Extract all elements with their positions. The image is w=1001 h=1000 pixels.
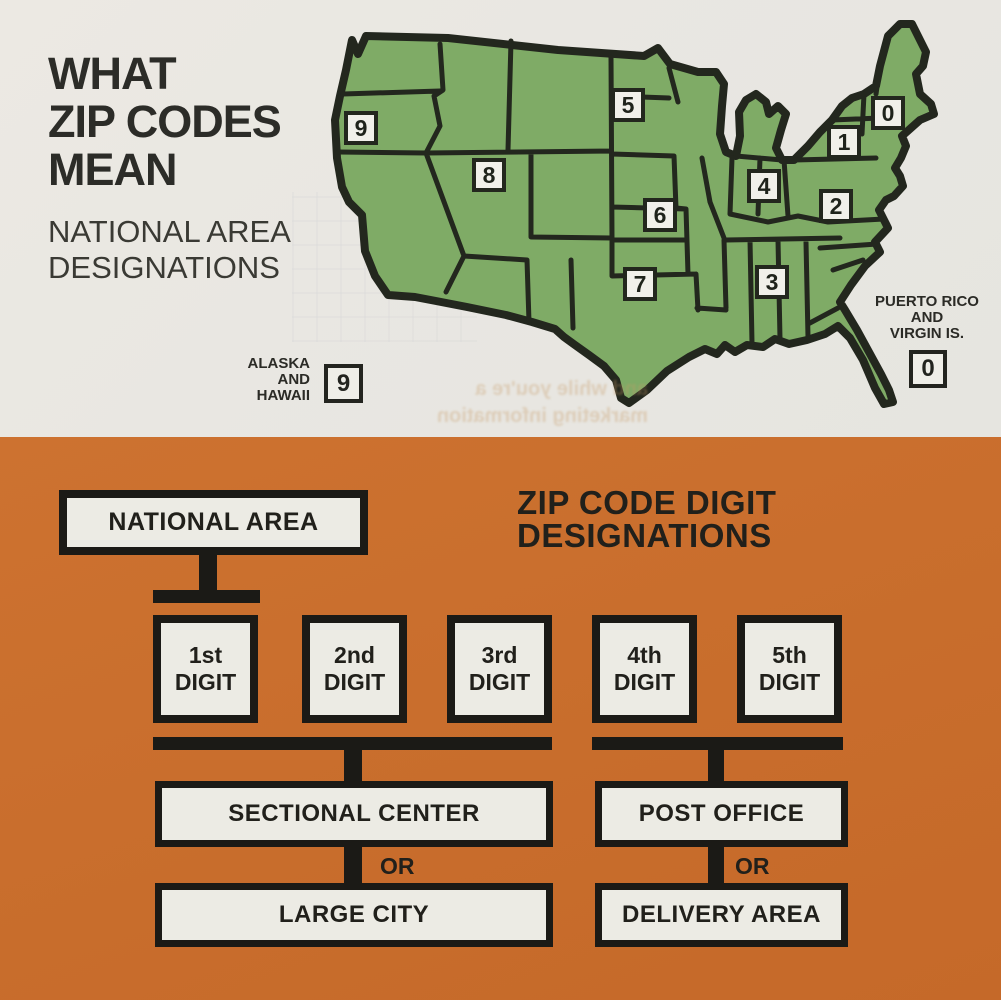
large-city-label: LARGE CITY [278, 901, 430, 928]
flowchart-title: ZIP CODE DIGIT DESIGNATIONS [517, 486, 776, 552]
map-digit-1: 1 [837, 128, 851, 155]
page-subtitle-line1: NATIONAL AREA [48, 214, 291, 249]
page-title: WHAT ZIP CODES MEAN [48, 48, 282, 195]
alaska-digit: 9 [336, 369, 351, 397]
map-digit-label: 0 [871, 96, 905, 130]
map-digit-label: 2 [819, 189, 853, 223]
page-title-line3: MEAN [48, 144, 177, 195]
map-digit-label: 1 [827, 125, 861, 159]
sectional-center-label: SECTIONAL CENTER [228, 800, 480, 827]
flowchart-title-line2: DESIGNATIONS [517, 517, 772, 554]
digit-box-4: 4th DIGIT [592, 615, 697, 723]
large-city-box: LARGE CITY [155, 883, 553, 947]
bleed-through-line2: marketing information [436, 405, 648, 427]
page-title-line1: WHAT [48, 48, 177, 99]
national-area-section: WHAT ZIP CODES MEAN NATIONAL AREA DESIGN… [0, 0, 1001, 437]
flowchart-title-line1: ZIP CODE DIGIT [517, 484, 777, 521]
puerto-rico-line2: AND [910, 309, 944, 326]
national-area-label: NATIONAL AREA [108, 508, 319, 536]
left-or-text: OR [380, 853, 415, 879]
digit-5-word: DIGIT [758, 669, 821, 695]
delivery-area-box: DELIVERY AREA [595, 883, 848, 947]
page-title-line2: ZIP CODES [48, 96, 282, 147]
digit-box-5: 5th DIGIT [737, 615, 842, 723]
map-digit-5: 5 [621, 91, 635, 118]
puerto-rico-digit: 0 [921, 355, 935, 382]
map-digit-label: 3 [755, 265, 789, 299]
connector-left-or-stem [344, 845, 362, 885]
alaska-line1: ALASKA [247, 355, 311, 372]
page-subtitle: NATIONAL AREA DESIGNATIONS [48, 214, 291, 286]
digit-box-3: 3rd DIGIT [447, 615, 552, 723]
digit-1-ordinal: 1st [188, 642, 223, 668]
puerto-rico-line1: PUERTO RICO [875, 293, 979, 310]
us-map-outline [331, 20, 938, 408]
page-subtitle-line2: DESIGNATIONS [48, 250, 280, 285]
map-digit-8: 8 [482, 161, 496, 188]
left-or-label: OR [380, 853, 415, 880]
post-office-label: POST OFFICE [638, 800, 805, 827]
bleed-through-line1: and while you're a [475, 378, 648, 400]
digit-2-word: DIGIT [323, 669, 386, 695]
digit-3-word: DIGIT [468, 669, 531, 695]
bleed-through-text: and while you're a marketing information [398, 376, 648, 430]
alaska-hawaii-digit-box: 9 [324, 364, 363, 403]
delivery-area-label: DELIVERY AREA [622, 901, 821, 928]
connector-left-stem [344, 748, 362, 783]
map-digit-label: 9 [344, 111, 378, 145]
right-or-label: OR [735, 853, 770, 880]
map-digit-label: 6 [643, 198, 677, 232]
digit-4-word: DIGIT [613, 669, 676, 695]
sectional-center-box: SECTIONAL CENTER [155, 781, 553, 847]
map-digit-2: 2 [829, 192, 843, 219]
alaska-line3: HAWAII [256, 387, 310, 404]
map-digit-9: 9 [354, 114, 368, 141]
digit-2-ordinal: 2nd [334, 642, 375, 668]
digit-box-1: 1st DIGIT [153, 615, 258, 723]
connector-left-bar [153, 737, 552, 750]
digit-5-ordinal: 5th [772, 642, 807, 668]
puerto-rico-label: PUERTO RICO AND VIRGIN IS. [860, 294, 994, 342]
connector-national-bar [153, 590, 260, 603]
connector-right-stem [708, 748, 724, 783]
digit-4-ordinal: 4th [627, 642, 662, 668]
map-digit-0: 0 [881, 99, 895, 126]
digit-1-word: DIGIT [174, 669, 237, 695]
map-digit-label: 8 [472, 158, 506, 192]
map-digit-6: 6 [653, 201, 667, 228]
us-map [331, 20, 938, 408]
right-or-text: OR [735, 853, 770, 879]
national-area-box: NATIONAL AREA [59, 490, 368, 555]
connector-right-or-stem [708, 845, 724, 885]
map-digit-label: 4 [747, 169, 781, 203]
map-digit-3: 3 [765, 268, 779, 295]
map-digit-4: 4 [757, 172, 771, 199]
puerto-rico-line3: VIRGIN IS. [889, 325, 965, 342]
map-digit-7: 7 [633, 270, 647, 297]
alaska-hawaii-label: ALASKA AND HAWAII [205, 355, 311, 404]
alaska-line2: AND [277, 371, 311, 388]
connector-right-bar [592, 737, 843, 750]
map-digit-label: 7 [623, 267, 657, 301]
digit-3-ordinal: 3rd [481, 642, 518, 668]
puerto-rico-digit-box: 0 [909, 350, 947, 388]
digit-box-2: 2nd DIGIT [302, 615, 407, 723]
post-office-box: POST OFFICE [595, 781, 848, 847]
map-digit-label: 5 [611, 88, 645, 122]
